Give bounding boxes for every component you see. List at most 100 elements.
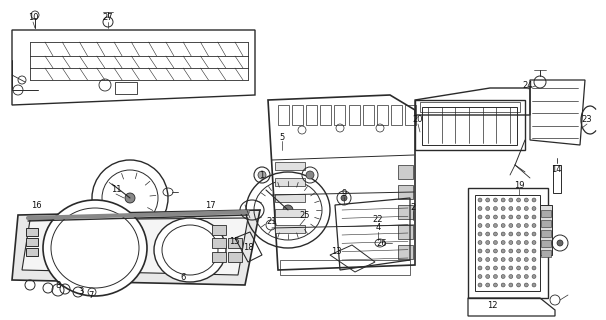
Bar <box>280 260 410 275</box>
Ellipse shape <box>493 266 498 270</box>
Ellipse shape <box>516 206 521 211</box>
Ellipse shape <box>501 215 505 219</box>
Ellipse shape <box>501 241 505 244</box>
Ellipse shape <box>478 215 482 219</box>
Ellipse shape <box>532 249 536 253</box>
Bar <box>321 105 331 125</box>
Bar <box>553 165 561 193</box>
Bar <box>292 105 303 125</box>
Ellipse shape <box>509 232 513 236</box>
Ellipse shape <box>516 198 521 202</box>
Ellipse shape <box>154 218 226 282</box>
Bar <box>541 230 551 237</box>
Ellipse shape <box>478 283 482 287</box>
Ellipse shape <box>478 241 482 244</box>
Ellipse shape <box>509 241 513 244</box>
Ellipse shape <box>341 195 347 201</box>
Bar <box>26 228 38 236</box>
Ellipse shape <box>532 275 536 278</box>
Ellipse shape <box>478 266 482 270</box>
Text: 16: 16 <box>31 202 41 211</box>
Text: 1: 1 <box>259 171 265 180</box>
Ellipse shape <box>486 266 490 270</box>
Text: 11: 11 <box>111 186 121 195</box>
Ellipse shape <box>125 193 135 203</box>
Bar <box>306 105 317 125</box>
Ellipse shape <box>493 275 498 278</box>
Ellipse shape <box>524 241 528 244</box>
Bar <box>422 107 517 145</box>
Polygon shape <box>12 210 260 285</box>
Ellipse shape <box>501 266 505 270</box>
Ellipse shape <box>524 249 528 253</box>
Ellipse shape <box>486 206 490 211</box>
Ellipse shape <box>478 206 482 211</box>
Ellipse shape <box>493 223 498 228</box>
Bar <box>468 188 548 298</box>
Bar <box>398 245 413 259</box>
Bar <box>212 252 226 262</box>
Ellipse shape <box>524 215 528 219</box>
Ellipse shape <box>532 283 536 287</box>
Ellipse shape <box>478 198 482 202</box>
Ellipse shape <box>486 215 490 219</box>
Ellipse shape <box>532 198 536 202</box>
Bar <box>420 102 520 112</box>
Text: 9: 9 <box>341 188 347 197</box>
Ellipse shape <box>486 223 490 228</box>
Text: 21: 21 <box>267 218 278 227</box>
Ellipse shape <box>524 206 528 211</box>
Text: 14: 14 <box>551 165 561 174</box>
Ellipse shape <box>509 275 513 278</box>
Ellipse shape <box>486 249 490 253</box>
Ellipse shape <box>478 258 482 261</box>
Ellipse shape <box>493 249 498 253</box>
Ellipse shape <box>516 249 521 253</box>
Bar <box>212 238 226 248</box>
Text: 4: 4 <box>375 223 381 233</box>
Bar <box>228 238 242 248</box>
Ellipse shape <box>532 232 536 236</box>
Ellipse shape <box>478 232 482 236</box>
Ellipse shape <box>524 266 528 270</box>
Bar <box>540 205 552 255</box>
Ellipse shape <box>524 198 528 202</box>
Ellipse shape <box>557 240 563 246</box>
Ellipse shape <box>532 223 536 228</box>
Ellipse shape <box>493 258 498 261</box>
Ellipse shape <box>478 223 482 228</box>
Ellipse shape <box>306 171 314 179</box>
Ellipse shape <box>478 249 482 253</box>
Ellipse shape <box>524 232 528 236</box>
Ellipse shape <box>516 232 521 236</box>
Bar <box>541 250 551 257</box>
Ellipse shape <box>486 232 490 236</box>
Ellipse shape <box>509 198 513 202</box>
Ellipse shape <box>493 215 498 219</box>
Ellipse shape <box>524 283 528 287</box>
Bar <box>391 105 402 125</box>
Text: 27: 27 <box>102 13 113 22</box>
Bar <box>362 105 374 125</box>
Ellipse shape <box>532 215 536 219</box>
Ellipse shape <box>258 171 266 179</box>
Ellipse shape <box>501 275 505 278</box>
Bar <box>405 105 416 125</box>
Bar <box>278 105 289 125</box>
Ellipse shape <box>516 258 521 261</box>
Text: 8: 8 <box>55 281 61 290</box>
Ellipse shape <box>501 206 505 211</box>
Ellipse shape <box>509 215 513 219</box>
Ellipse shape <box>516 266 521 270</box>
Ellipse shape <box>516 215 521 219</box>
Bar <box>275 225 305 233</box>
Ellipse shape <box>509 266 513 270</box>
Text: 13: 13 <box>331 247 341 257</box>
Text: 25: 25 <box>300 211 310 220</box>
Ellipse shape <box>516 283 521 287</box>
Ellipse shape <box>486 258 490 261</box>
Bar <box>275 209 305 217</box>
Ellipse shape <box>501 249 505 253</box>
Text: 19: 19 <box>514 180 524 189</box>
Bar <box>275 178 305 186</box>
